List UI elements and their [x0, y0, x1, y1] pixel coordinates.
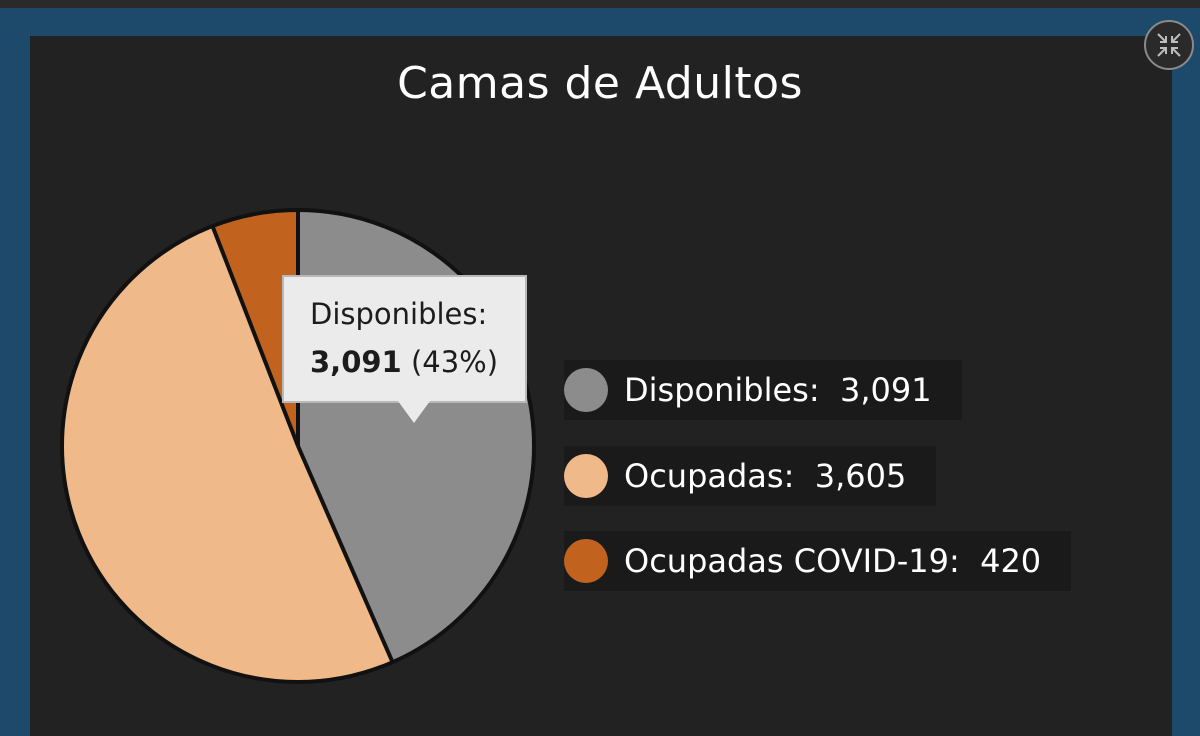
- tooltip-label: Disponibles:: [310, 297, 488, 331]
- legend-value: 3,091: [839, 371, 932, 409]
- pie-slice-separator: [210, 225, 300, 447]
- legend-text-disponibles: Disponibles: 3,091: [624, 371, 932, 409]
- legend-value: 3,605: [814, 457, 907, 495]
- legend-label: Ocupadas:: [624, 457, 795, 495]
- pie-outline: [60, 208, 536, 684]
- top-bar: [0, 0, 1200, 8]
- legend-label: Disponibles:: [624, 371, 820, 409]
- tooltip-value: 3,091: [310, 345, 402, 379]
- collapse-arrows-icon: [1157, 33, 1181, 57]
- tooltip: Disponibles: 3,091 (43%): [282, 275, 527, 403]
- legend-text-ocupadas: Ocupadas: 3,605: [624, 457, 906, 495]
- legend-value: 420: [980, 542, 1042, 580]
- tooltip-value-line: 3,091 (43%): [310, 345, 498, 379]
- legend-swatch-disponibles: [564, 368, 608, 412]
- pie-slice-separator: [296, 445, 395, 664]
- legend-swatch-ocupadas-covid: [564, 539, 608, 583]
- legend-item-ocupadas-covid[interactable]: Ocupadas COVID-19: 420: [564, 531, 1072, 591]
- legend-item-ocupadas[interactable]: Ocupadas: 3,605: [564, 446, 937, 506]
- legend-item-disponibles[interactable]: Disponibles: 3,091: [564, 360, 962, 420]
- pie-slice-ocupadas[interactable]: [61, 226, 393, 683]
- tooltip-arrow: [398, 401, 430, 423]
- legend-label: Ocupadas COVID-19:: [624, 542, 960, 580]
- chart-title: Camas de Adultos: [397, 58, 803, 109]
- collapse-button[interactable]: [1144, 20, 1194, 70]
- legend-swatch-ocupadas: [564, 454, 608, 498]
- tooltip-percent: (43%): [410, 345, 499, 379]
- legend-text-ocupadas-covid: Ocupadas COVID-19: 420: [624, 542, 1041, 580]
